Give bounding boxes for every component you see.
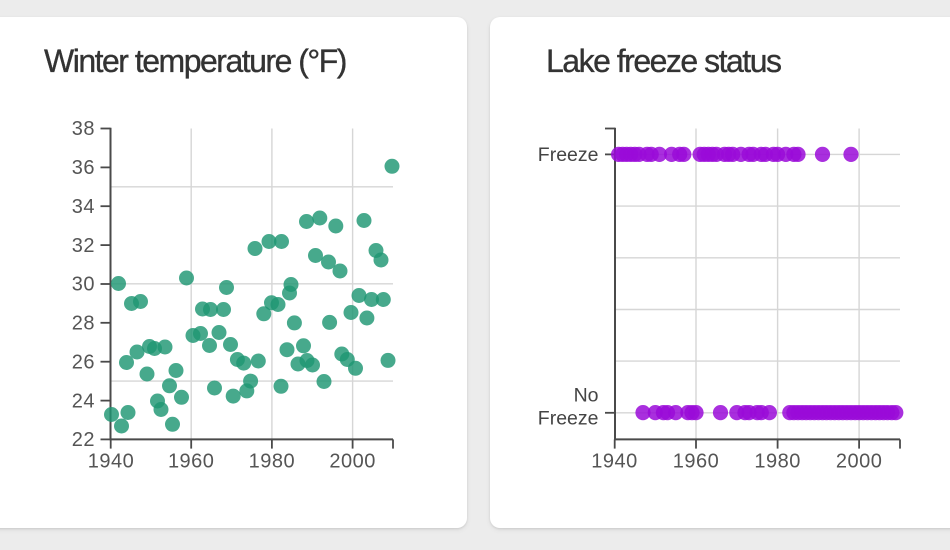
svg-text:Freeze: Freeze: [538, 144, 599, 166]
svg-text:1980: 1980: [754, 451, 801, 473]
svg-text:22: 22: [72, 429, 95, 451]
svg-text:24: 24: [72, 390, 95, 412]
svg-text:26: 26: [72, 351, 95, 373]
svg-text:1960: 1960: [168, 451, 215, 473]
svg-text:34: 34: [72, 196, 95, 218]
svg-text:1960: 1960: [673, 451, 720, 473]
svg-text:1940: 1940: [88, 451, 135, 473]
svg-text:No: No: [574, 385, 599, 407]
svg-text:1980: 1980: [249, 451, 296, 473]
svg-text:2000: 2000: [329, 451, 376, 473]
svg-text:28: 28: [72, 313, 95, 335]
svg-text:Freeze: Freeze: [538, 408, 599, 430]
svg-text:38: 38: [72, 118, 95, 140]
svg-text:2000: 2000: [836, 451, 883, 473]
svg-text:32: 32: [72, 235, 95, 257]
svg-text:1940: 1940: [591, 451, 638, 473]
svg-text:36: 36: [72, 157, 95, 179]
svg-text:30: 30: [72, 274, 95, 296]
